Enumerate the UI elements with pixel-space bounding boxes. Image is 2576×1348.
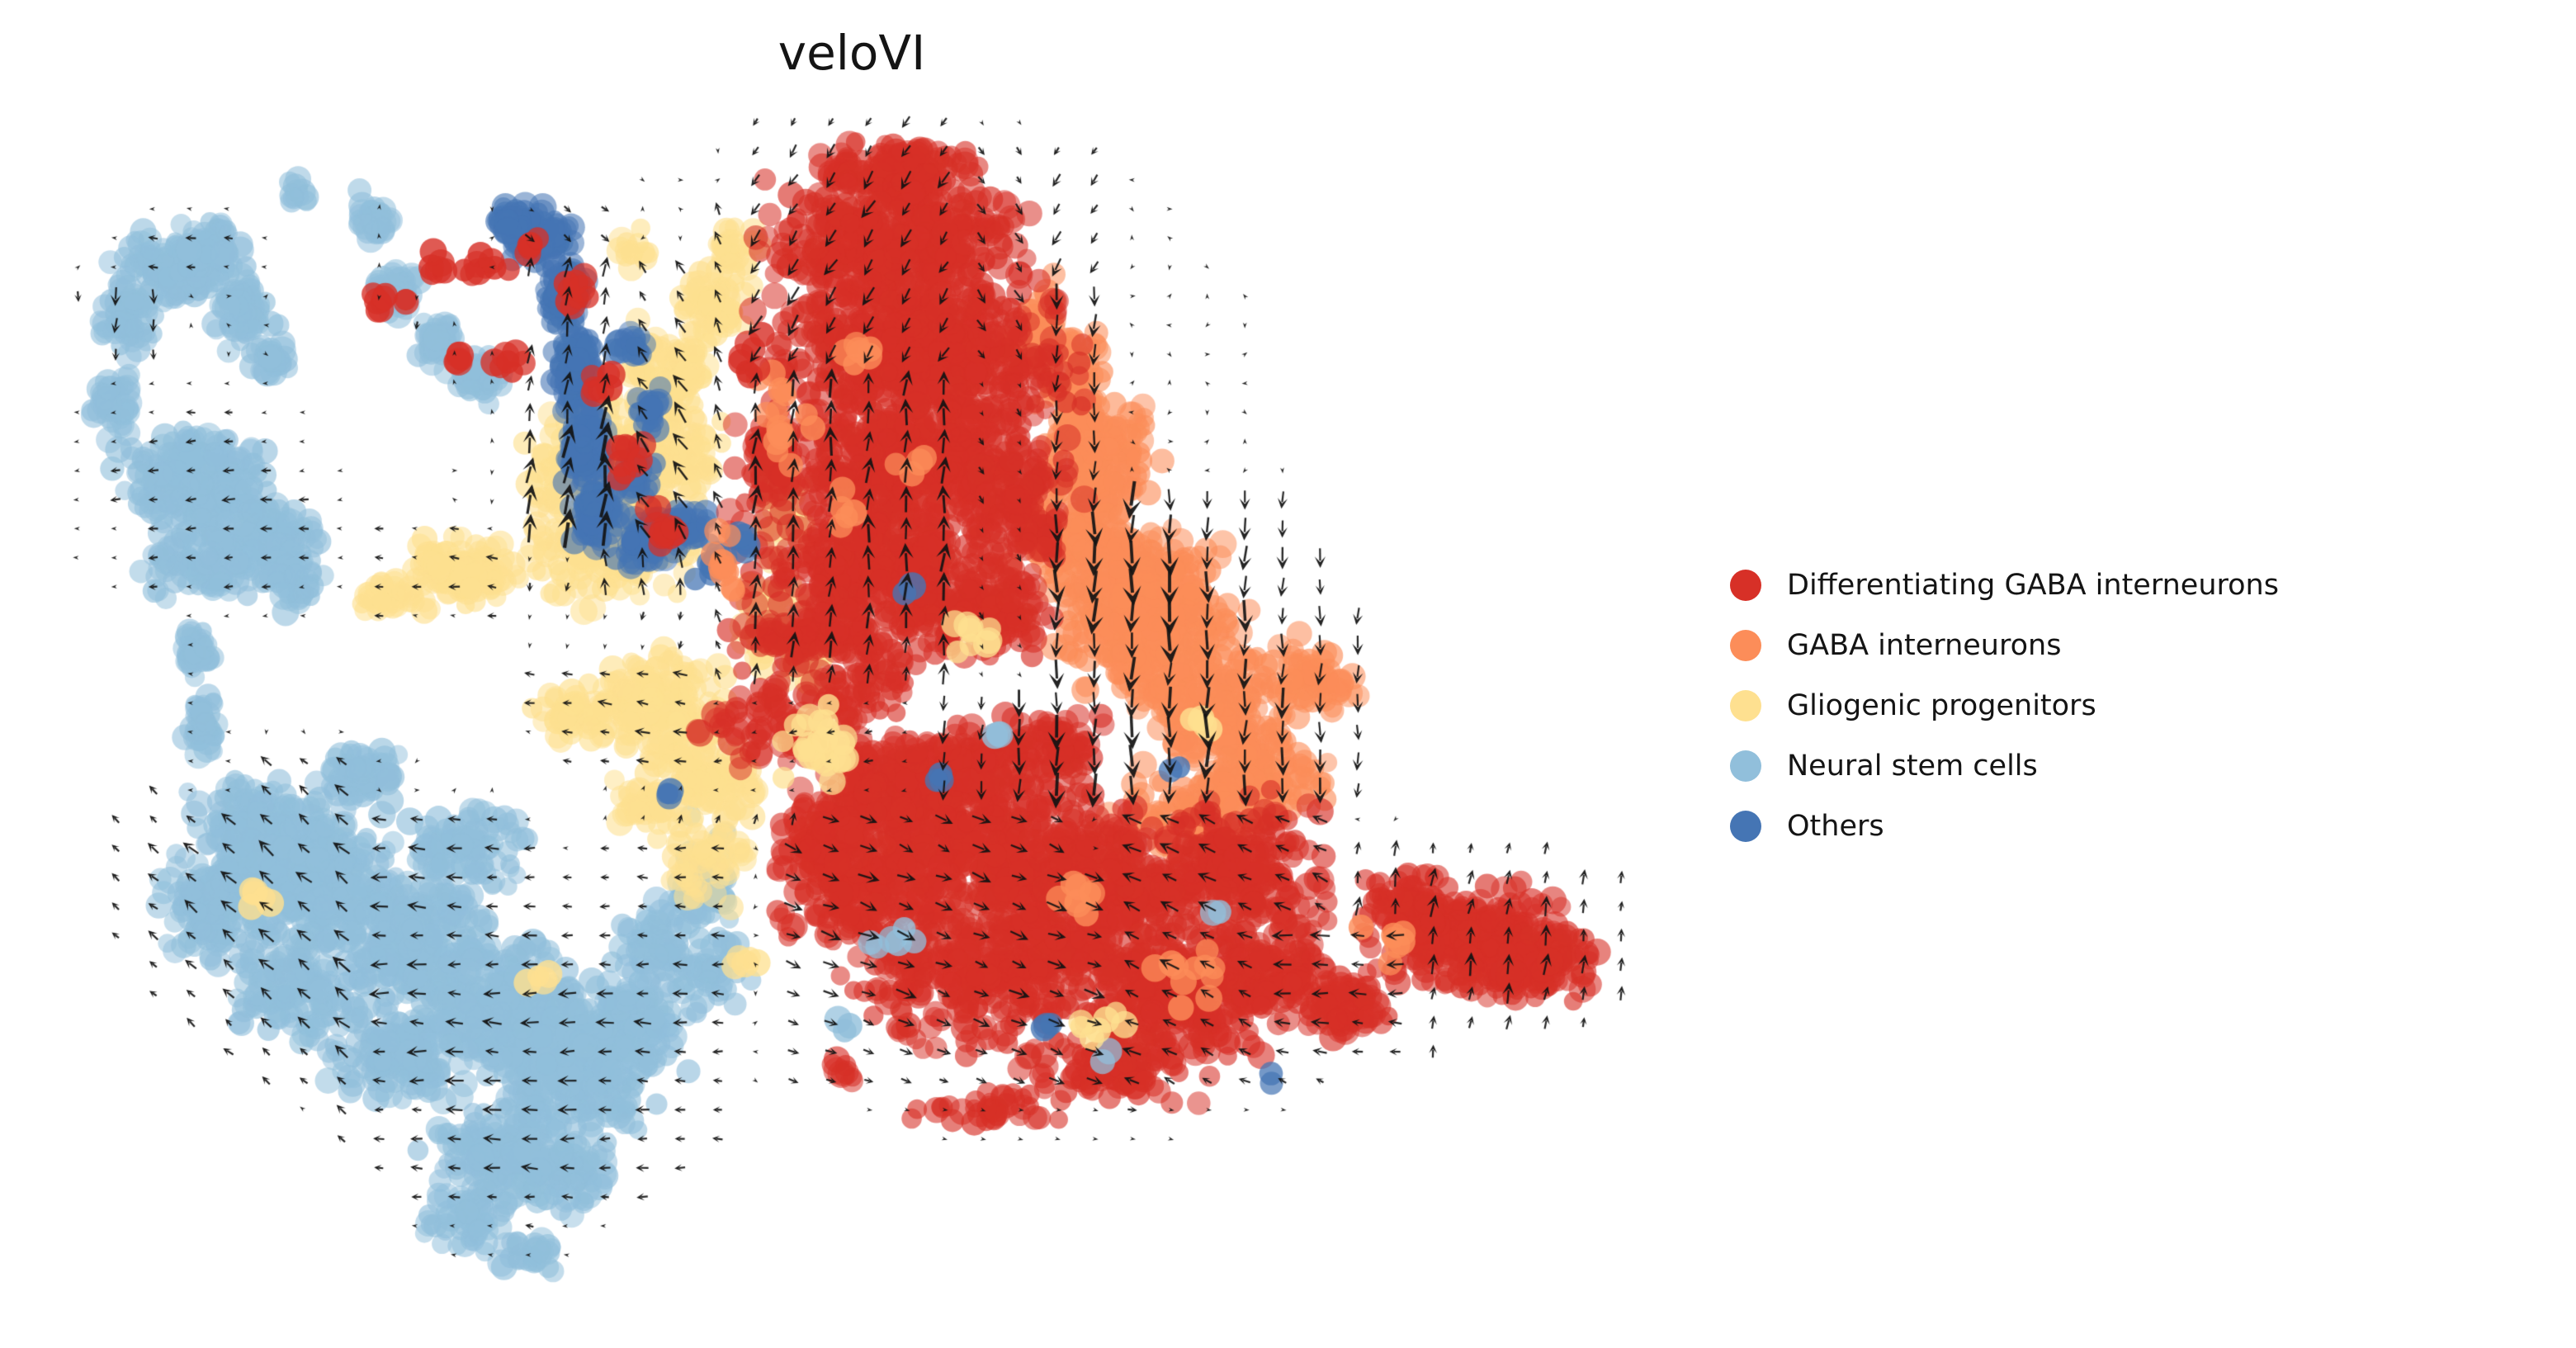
legend-dot-differentiating-gaba-interneurons: [1730, 569, 1761, 601]
legend-dot-others: [1730, 810, 1761, 842]
legend-dot-gaba-interneurons: [1730, 629, 1761, 661]
legend-item: GABA interneurons: [1730, 615, 2279, 675]
legend-label: Neural stem cells: [1787, 749, 2038, 783]
legend-dot-gliogenic-progenitors: [1730, 689, 1761, 721]
legend-dot-neural-stem-cells: [1730, 750, 1761, 782]
legend-item: Gliogenic progenitors: [1730, 675, 2279, 735]
legend-item: Others: [1730, 796, 2279, 856]
legend-label: Others: [1787, 809, 1884, 843]
legend-item: Neural stem cells: [1730, 735, 2279, 796]
legend-label: GABA interneurons: [1787, 628, 2062, 662]
plot-title: veloVI: [778, 25, 926, 81]
legend-label: Gliogenic progenitors: [1787, 688, 2096, 722]
legend-label: Differentiating GABA interneurons: [1787, 568, 2279, 602]
legend-item: Differentiating GABA interneurons: [1730, 555, 2279, 615]
legend: Differentiating GABA interneurons GABA i…: [1730, 555, 2279, 856]
